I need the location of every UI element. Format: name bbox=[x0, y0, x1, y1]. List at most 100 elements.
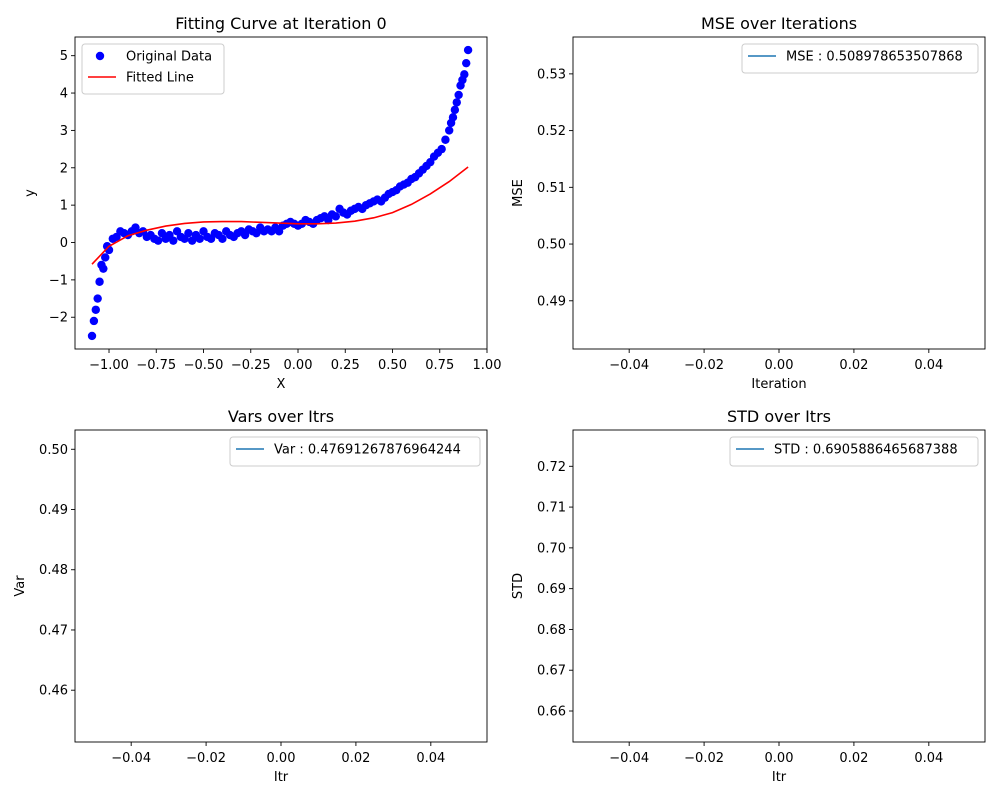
x-tick-label: −0.02 bbox=[684, 358, 724, 373]
y-tick-label: 3 bbox=[60, 124, 68, 139]
x-tick-label: −0.04 bbox=[111, 751, 151, 766]
legend: MSE : 0.508978653507868 bbox=[741, 43, 979, 74]
y-tick-label: 0.70 bbox=[537, 541, 566, 556]
axes-frame bbox=[572, 429, 986, 743]
data-point bbox=[452, 98, 461, 107]
x-tick-label: 0.00 bbox=[765, 358, 794, 373]
chart-title: STD over Itrs bbox=[727, 407, 831, 426]
x-tick-label: 0.00 bbox=[284, 358, 313, 373]
y-tick-label: 0.71 bbox=[537, 501, 566, 516]
y-axis-label: STD bbox=[511, 573, 526, 599]
data-point bbox=[448, 113, 458, 122]
data-point bbox=[437, 144, 446, 154]
y-tick-label: −1 bbox=[49, 273, 68, 288]
chart-panel-4: STD over Itrs −0.04 −0.02 0.00 0.02 0.04 0.66 0… bbox=[511, 407, 986, 785]
y-tick-label: −2 bbox=[49, 311, 68, 326]
y-axis-label: Var bbox=[13, 575, 28, 597]
x-tick-label: −0.04 bbox=[609, 358, 649, 373]
y-tick-label: 0.51 bbox=[537, 181, 566, 196]
legend-box bbox=[741, 43, 979, 74]
series-line bbox=[91, 166, 469, 265]
y-tick-label: 0.66 bbox=[537, 705, 566, 720]
legend-label: MSE : 0.508978653507868 bbox=[786, 50, 963, 65]
axes-frame bbox=[74, 36, 488, 350]
data-point bbox=[93, 294, 102, 303]
y-tick-label: 2 bbox=[60, 161, 68, 176]
data-point bbox=[101, 253, 110, 262]
y-axis-label: MSE bbox=[511, 179, 526, 207]
x-tick-label: −0.50 bbox=[184, 358, 224, 373]
y-tick-label: 0.46 bbox=[39, 684, 68, 699]
x-tick-label: −1.00 bbox=[89, 358, 129, 373]
y-tick-label: 0.49 bbox=[39, 503, 68, 518]
legend-label: STD : 0.6905886465687388 bbox=[774, 443, 958, 458]
x-tick-label: 0.00 bbox=[765, 751, 794, 766]
x-tick-label: −0.25 bbox=[231, 358, 271, 373]
legend: STD : 0.6905886465687388 bbox=[729, 436, 979, 467]
legend-label: Fitted Line bbox=[126, 71, 194, 86]
y-tick-label: 0.72 bbox=[537, 460, 566, 475]
y-tick-label: 4 bbox=[60, 87, 68, 102]
y-axis-label: y bbox=[23, 189, 38, 197]
chart-title: MSE over Iterations bbox=[701, 14, 857, 33]
y-tick-label: 5 bbox=[60, 49, 68, 64]
legend-label: Original Data bbox=[126, 50, 212, 65]
x-tick-label: 0.25 bbox=[331, 358, 360, 373]
chart-title: Vars over Itrs bbox=[228, 407, 334, 426]
y-tick-label: 0.47 bbox=[39, 623, 68, 638]
legend-box bbox=[81, 43, 225, 95]
data-point bbox=[153, 236, 163, 245]
legend-marker bbox=[95, 51, 105, 61]
x-tick-label: 0.02 bbox=[341, 751, 370, 766]
y-tick-label: 0.69 bbox=[537, 582, 566, 597]
legend-label: Var : 0.47691267876964244 bbox=[274, 443, 461, 458]
data-point bbox=[462, 58, 471, 68]
data-point bbox=[331, 212, 341, 221]
y-tick-label: 0.53 bbox=[537, 67, 566, 82]
axes-frame bbox=[74, 429, 488, 743]
x-axis-label: Iteration bbox=[751, 377, 806, 392]
data-point bbox=[450, 105, 460, 115]
x-tick-label: 1.00 bbox=[473, 358, 502, 373]
x-axis-label: Itr bbox=[772, 770, 787, 785]
x-tick-label: 0.00 bbox=[267, 751, 296, 766]
data-point bbox=[95, 277, 104, 286]
x-tick-label: −0.04 bbox=[609, 751, 649, 766]
legend: Original Data Fitted Line bbox=[81, 43, 225, 95]
chart-panel-1: Fitting Curve at Iteration 0 −1.00 −0.75 −0… bbox=[23, 14, 501, 392]
x-tick-label: 0.75 bbox=[425, 358, 454, 373]
x-tick-label: 0.02 bbox=[839, 358, 868, 373]
x-tick-label: −0.02 bbox=[186, 751, 226, 766]
data-point bbox=[169, 236, 178, 245]
data-point bbox=[445, 126, 454, 135]
data-point bbox=[218, 234, 227, 243]
y-tick-label: 0.48 bbox=[39, 563, 68, 578]
x-axis-label: X bbox=[277, 377, 286, 392]
data-point bbox=[460, 70, 469, 79]
y-tick-label: 1 bbox=[60, 199, 68, 214]
x-tick-label: 0.04 bbox=[416, 751, 445, 766]
y-tick-label: 0.67 bbox=[537, 664, 566, 679]
data-point bbox=[441, 135, 450, 144]
chart-panel-3: Vars over Itrs −0.04 −0.02 0.00 0.02 0.04 0.46… bbox=[13, 407, 488, 785]
y-tick-label: 0.50 bbox=[537, 238, 566, 253]
data-point bbox=[99, 264, 108, 273]
x-tick-label: 0.04 bbox=[914, 358, 943, 373]
data-point bbox=[91, 305, 100, 314]
y-tick-label: 0.49 bbox=[537, 294, 566, 309]
y-tick-label: 0.50 bbox=[39, 443, 68, 458]
x-tick-label: 0.04 bbox=[914, 751, 943, 766]
x-tick-label: 0.02 bbox=[839, 751, 868, 766]
y-tick-label: 0 bbox=[60, 236, 68, 251]
data-point bbox=[195, 234, 204, 243]
plot-area bbox=[87, 45, 473, 341]
axes-frame bbox=[572, 36, 986, 350]
chart-panel-2: MSE over Iterations −0.04 −0.02 0.00 0.02 0.0… bbox=[511, 14, 986, 392]
data-point bbox=[87, 331, 97, 341]
y-tick-label: 0.68 bbox=[537, 623, 566, 638]
legend: Var : 0.47691267876964244 bbox=[229, 436, 481, 467]
data-point bbox=[454, 90, 463, 100]
data-point bbox=[184, 228, 193, 238]
legend-box bbox=[229, 436, 481, 467]
